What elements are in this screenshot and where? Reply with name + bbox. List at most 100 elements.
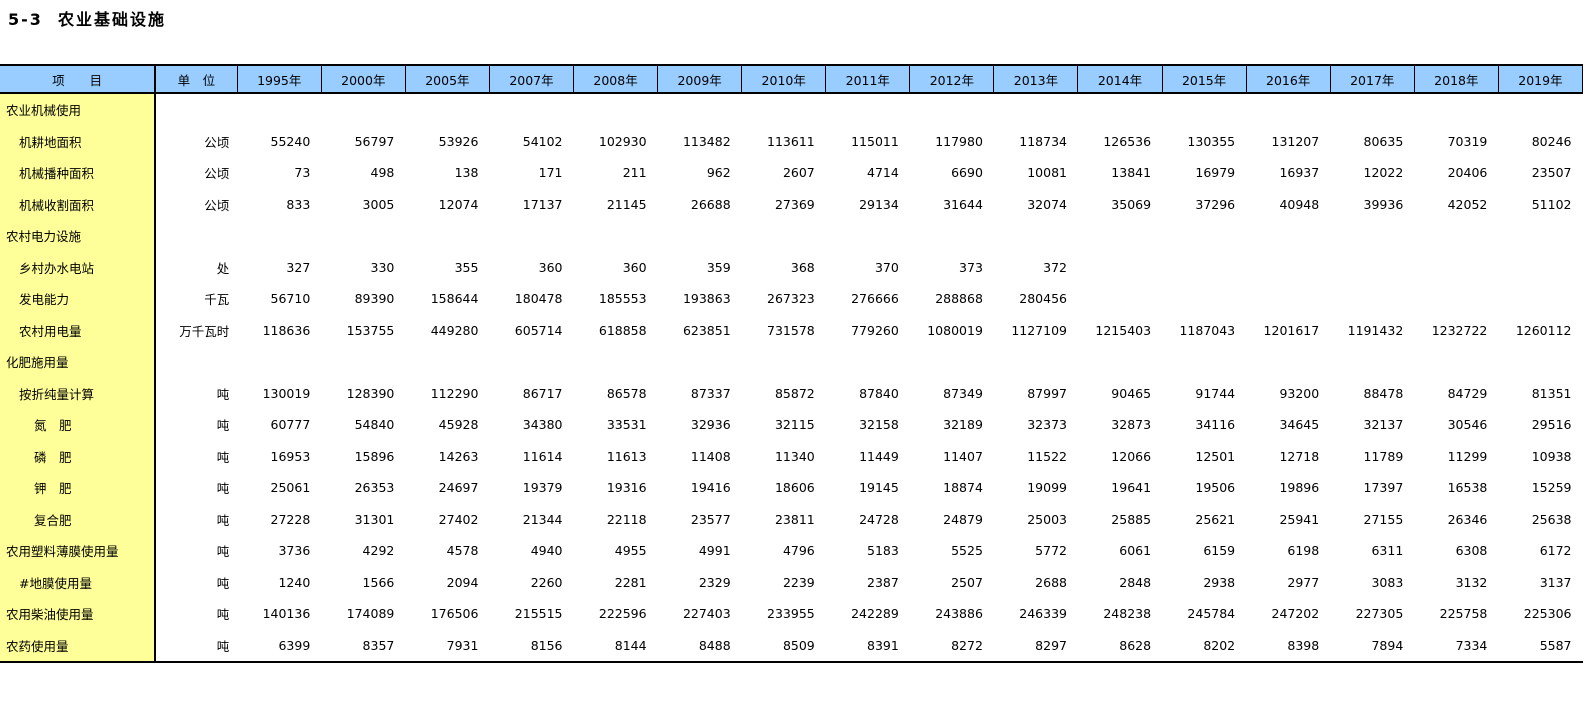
row-unit: [155, 346, 237, 378]
value-cell: 45928: [438, 417, 479, 433]
row-label: 农村电力设施: [0, 220, 157, 252]
value-cell: 2281: [614, 574, 647, 590]
value-cell: 2329: [698, 574, 731, 590]
value-cell: 35069: [1111, 196, 1152, 212]
value-cell: 19416: [690, 480, 731, 496]
value-cell: 140136: [262, 606, 311, 622]
value-cell: 8202: [1203, 637, 1236, 653]
value-cell: 2260: [530, 574, 563, 590]
value-cell: 126536: [1103, 133, 1152, 149]
value-cell: [574, 93, 658, 126]
value-cell: 32373: [1027, 417, 1067, 433]
row-unit: 千瓦: [204, 292, 230, 308]
row-unit: 吨: [216, 638, 230, 654]
value-cell: [574, 220, 658, 252]
value-cell: [1330, 283, 1414, 315]
row-unit: 吨: [216, 418, 230, 434]
value-cell: 19896: [1279, 480, 1320, 496]
value-cell: 86578: [606, 385, 647, 401]
value-cell: 276666: [851, 291, 899, 307]
table-row: 农用塑料薄膜使用量 吨 3736 4292 4578 4940 4955 4991 4796 51…: [0, 535, 1583, 567]
value-cell: 1187043: [1179, 322, 1236, 338]
value-cell: [742, 93, 826, 126]
value-cell: 131207: [1271, 133, 1320, 149]
row-label: #地膜使用量: [0, 566, 157, 598]
value-cell: [237, 93, 321, 126]
value-cell: 267323: [767, 291, 815, 307]
row-label: 钾 肥: [0, 472, 157, 504]
value-cell: [994, 346, 1078, 378]
value-cell: [405, 93, 489, 126]
value-cell: 174089: [346, 606, 395, 622]
value-cell: 3137: [1539, 574, 1572, 590]
value-cell: 1127109: [1011, 322, 1067, 338]
value-cell: 6061: [1119, 543, 1152, 559]
value-cell: 19506: [1195, 480, 1236, 496]
value-cell: 87349: [943, 385, 983, 401]
value-cell: 359: [706, 259, 731, 275]
row-unit: [155, 93, 237, 126]
value-cell: 1191432: [1347, 322, 1404, 338]
value-cell: 246339: [1019, 606, 1067, 622]
value-cell: 24697: [438, 480, 479, 496]
value-cell: 27402: [438, 511, 479, 527]
value-cell: 1260112: [1515, 322, 1572, 338]
value-cell: 39936: [1363, 196, 1404, 212]
header-year: 2007年: [489, 65, 575, 94]
value-cell: [910, 93, 994, 126]
value-cell: 618858: [598, 322, 647, 338]
value-cell: 2848: [1119, 574, 1152, 590]
value-cell: 29516: [1531, 417, 1572, 433]
value-cell: 14263: [438, 448, 479, 464]
value-cell: 247202: [1271, 606, 1320, 622]
value-cell: 779260: [851, 322, 899, 338]
value-cell: [658, 93, 742, 126]
value-cell: 33531: [606, 417, 647, 433]
value-cell: [994, 93, 1078, 126]
value-cell: 11407: [943, 448, 983, 464]
row-label: 乡村办水电站: [0, 251, 157, 283]
table-row: 氮 肥 吨 60777 54840 45928 34380 33531 32936 32115 3…: [0, 409, 1583, 441]
value-cell: 118636: [262, 322, 311, 338]
value-cell: 73: [294, 165, 311, 181]
value-cell: 8272: [951, 637, 983, 653]
value-cell: 27369: [774, 196, 815, 212]
value-cell: 20406: [1447, 165, 1488, 181]
value-cell: 56710: [270, 291, 311, 307]
value-cell: [405, 346, 489, 378]
value-cell: 1080019: [927, 322, 983, 338]
value-cell: 37296: [1195, 196, 1236, 212]
value-cell: 89390: [354, 291, 395, 307]
value-cell: [742, 346, 826, 378]
row-unit: 处: [216, 260, 230, 276]
value-cell: 32936: [690, 417, 731, 433]
value-cell: 8398: [1287, 637, 1320, 653]
value-cell: [489, 220, 573, 252]
value-cell: 11522: [1027, 448, 1067, 464]
value-cell: 12066: [1111, 448, 1152, 464]
table-header: 项 目 单 位 1995年 2000年 2005年 2007年 2008年 2009年 20…: [0, 65, 1584, 94]
value-cell: 12501: [1195, 448, 1236, 464]
value-cell: 360: [538, 259, 563, 275]
header-year: 2012年: [909, 65, 995, 94]
value-cell: 6159: [1203, 543, 1236, 559]
value-cell: 10081: [1027, 165, 1067, 181]
row-label: 农村用电量: [0, 314, 157, 346]
value-cell: 3132: [1455, 574, 1488, 590]
table-row: 复合肥 吨 27228 31301 27402 21344 22118 23577 23811 2…: [0, 503, 1583, 535]
value-cell: 30546: [1447, 417, 1488, 433]
value-cell: 833: [286, 196, 311, 212]
table-row: 化肥施用量: [0, 346, 1583, 378]
value-cell: 87337: [690, 385, 731, 401]
value-cell: 128390: [346, 385, 395, 401]
value-cell: 54840: [354, 417, 395, 433]
value-cell: 23577: [690, 511, 731, 527]
value-cell: 115011: [851, 133, 899, 149]
value-cell: 8509: [782, 637, 815, 653]
value-cell: [658, 220, 742, 252]
value-cell: 60777: [270, 417, 311, 433]
value-cell: 17137: [522, 196, 563, 212]
header-year: 2015年: [1162, 65, 1247, 94]
value-cell: [994, 220, 1078, 252]
header-year: 2014年: [1077, 65, 1163, 94]
